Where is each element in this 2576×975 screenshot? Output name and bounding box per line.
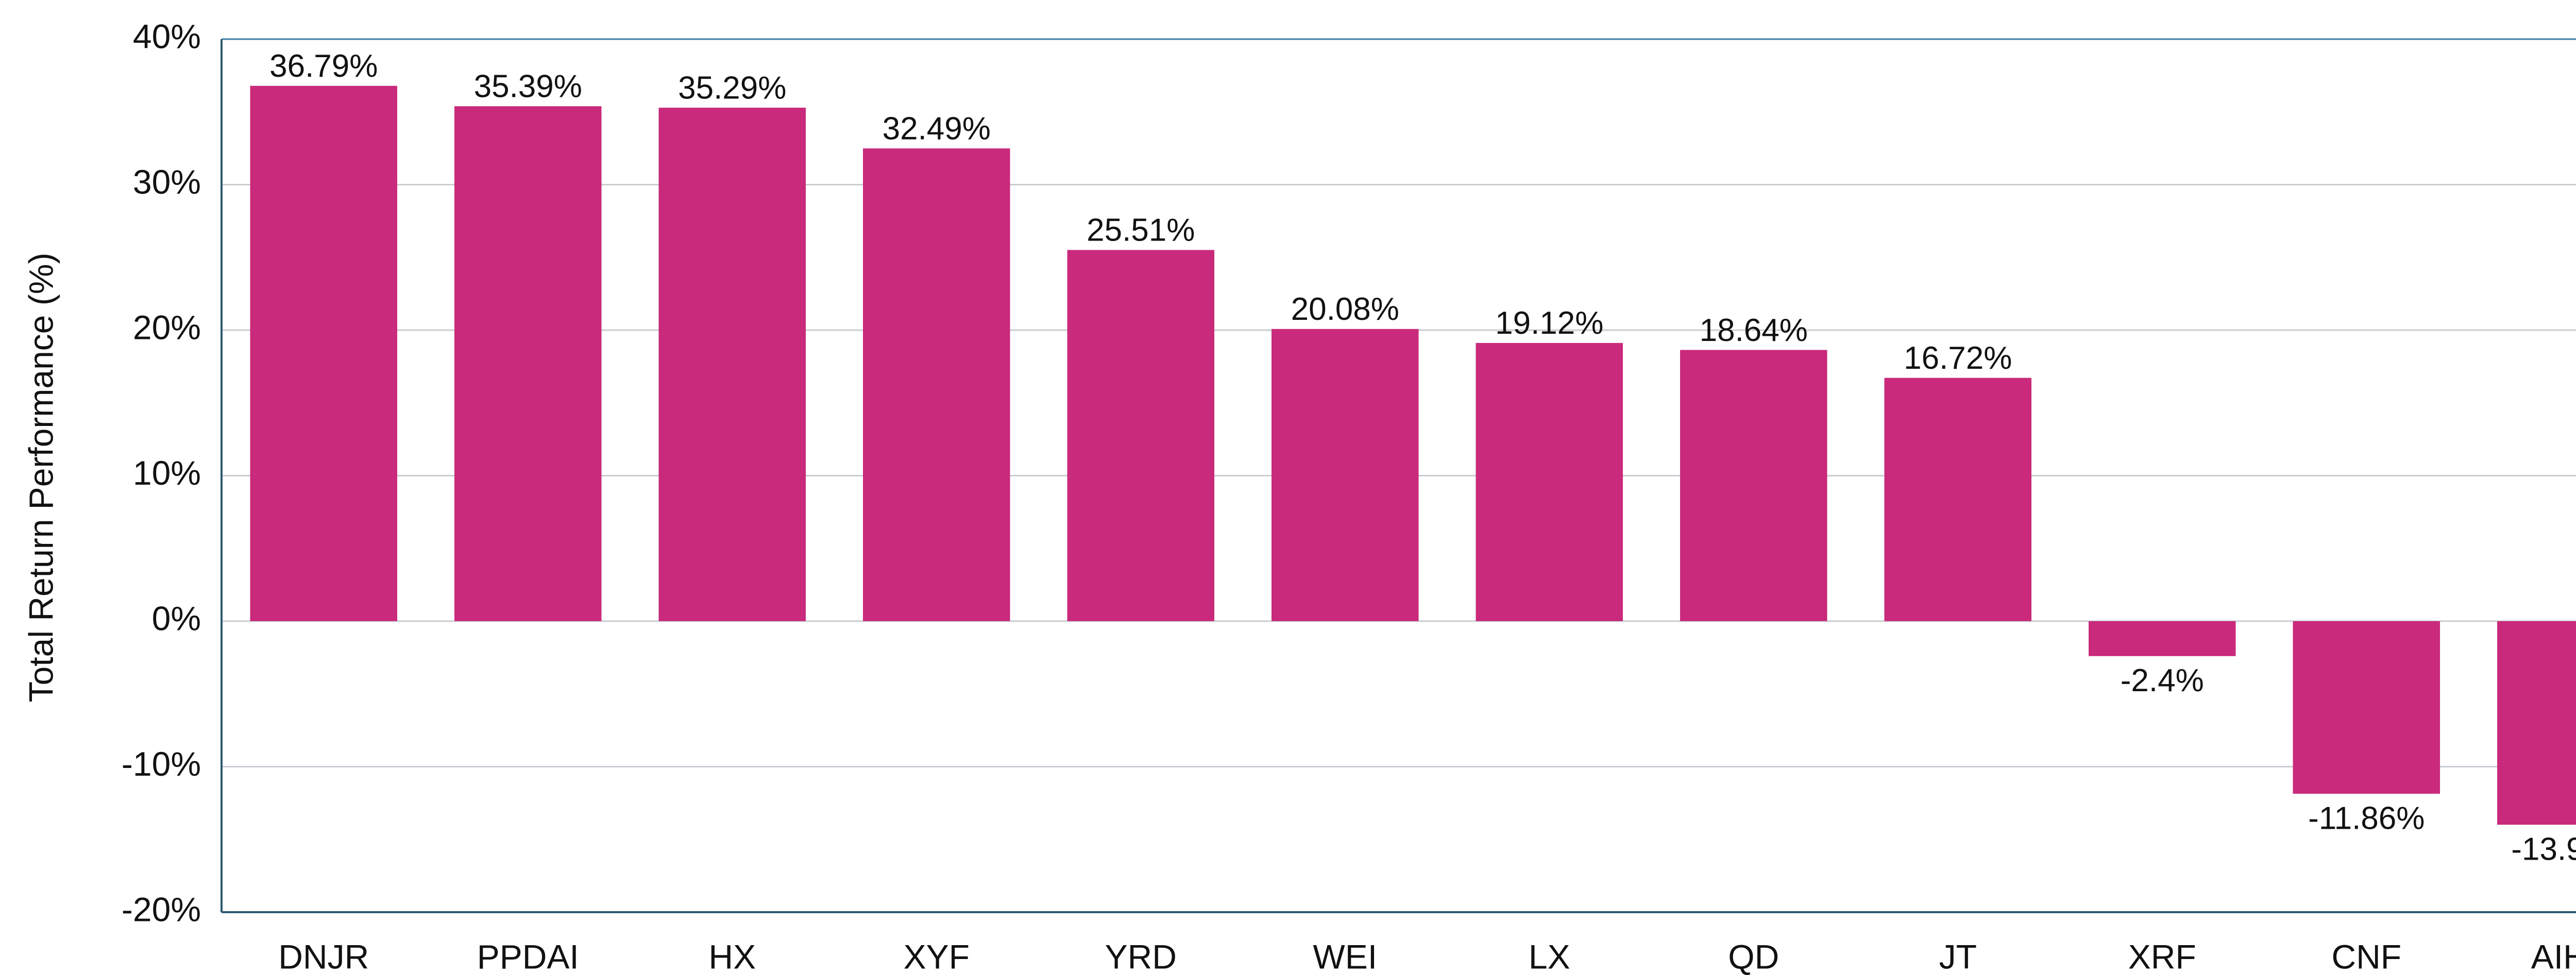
value-label: 19.12% xyxy=(1495,305,1603,341)
y-axis-title: Total Return Performance (%) xyxy=(22,253,60,703)
x-tick-label: LX xyxy=(1529,937,1570,975)
bar xyxy=(2089,621,2236,656)
bar xyxy=(1680,350,1827,621)
bar xyxy=(658,108,806,621)
bar xyxy=(2497,621,2576,825)
bar xyxy=(454,106,602,622)
value-label: 25.51% xyxy=(1087,213,1195,248)
x-tick-label: PPDAI xyxy=(477,937,579,975)
x-tick-label: YRD xyxy=(1105,937,1177,975)
x-tick-label: CNF xyxy=(2331,937,2401,975)
bar xyxy=(250,85,397,621)
bar xyxy=(1067,250,1214,621)
value-label: 32.49% xyxy=(883,111,991,147)
value-label: 35.29% xyxy=(678,70,786,106)
y-tick-label: 40% xyxy=(133,17,201,55)
value-label: 35.39% xyxy=(474,69,582,105)
x-tick-label: XYF xyxy=(904,937,970,975)
y-tick-label: -10% xyxy=(122,745,201,783)
bar xyxy=(2293,621,2440,794)
bar xyxy=(1272,329,1419,621)
y-tick-label: 10% xyxy=(133,454,201,492)
y-tick-label: 20% xyxy=(133,308,201,346)
value-label: 36.79% xyxy=(269,48,378,84)
value-label: 20.08% xyxy=(1291,292,1399,327)
value-label: -13.99% xyxy=(2511,832,2576,867)
y-tick-label: -20% xyxy=(122,890,201,928)
bar xyxy=(863,148,1010,622)
bar xyxy=(1476,343,1623,621)
y-tick-label: 30% xyxy=(133,163,201,201)
x-tick-label: JT xyxy=(1939,937,1977,975)
x-tick-label: HX xyxy=(708,937,756,975)
value-label: -2.4% xyxy=(2121,663,2204,698)
x-tick-label: AIHS xyxy=(2531,937,2576,975)
bar xyxy=(1884,378,2031,621)
value-label: 16.72% xyxy=(1904,340,2012,376)
y-tick-label: 0% xyxy=(152,599,201,637)
x-tick-label: QD xyxy=(1728,937,1779,975)
x-tick-label: DNJR xyxy=(278,937,369,975)
x-tick-label: XRF xyxy=(2128,937,2196,975)
value-label: -11.86% xyxy=(2308,800,2425,836)
x-tick-label: WEI xyxy=(1313,937,1377,975)
value-label: 18.64% xyxy=(1700,313,1808,348)
